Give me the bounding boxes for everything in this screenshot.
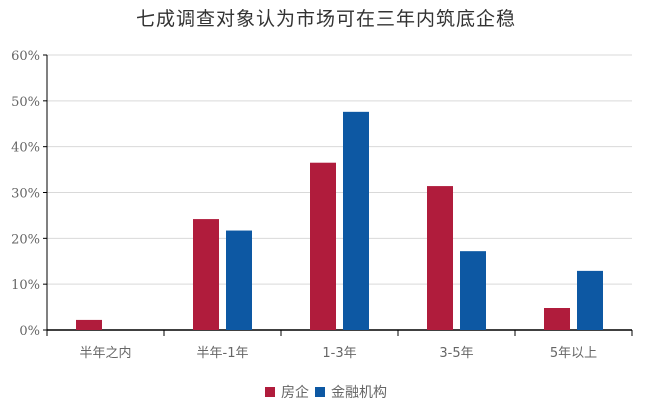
bar[interactable] xyxy=(76,319,102,330)
y-tick-label: 30% xyxy=(11,187,40,202)
y-tick-label: 60% xyxy=(11,49,40,64)
bar[interactable] xyxy=(460,251,486,330)
legend-label: 房企 xyxy=(281,385,309,401)
legend: 房企 金融机构 xyxy=(0,382,652,402)
x-category-label: 半年之内 xyxy=(79,345,131,361)
legend-item-series-0[interactable]: 房企 xyxy=(265,382,309,402)
y-tick-label: 50% xyxy=(11,95,40,110)
x-category-label: 半年-1年 xyxy=(197,346,249,361)
bar[interactable] xyxy=(193,219,219,330)
legend-item-series-1[interactable]: 金融机构 xyxy=(315,382,387,402)
x-category-label: 5年以上 xyxy=(550,346,597,361)
bar[interactable] xyxy=(577,270,603,330)
bar[interactable] xyxy=(226,230,252,330)
chart-title: 七成调查对象认为市场可在三年内筑底企稳 xyxy=(135,8,516,30)
legend-swatch-icon xyxy=(315,387,325,397)
y-tick-label: 20% xyxy=(11,232,40,247)
y-tick-label: 40% xyxy=(11,141,40,156)
bar[interactable] xyxy=(427,186,453,330)
bar[interactable] xyxy=(343,111,369,330)
bar[interactable] xyxy=(310,162,336,330)
y-tick-label: 0% xyxy=(19,324,40,339)
legend-label: 金融机构 xyxy=(331,385,387,401)
legend-swatch-icon xyxy=(265,387,275,397)
x-category-label: 3-5年 xyxy=(439,346,473,361)
bar[interactable] xyxy=(544,308,570,330)
x-category-label: 1-3年 xyxy=(322,346,356,361)
y-tick-label: 10% xyxy=(11,278,40,293)
